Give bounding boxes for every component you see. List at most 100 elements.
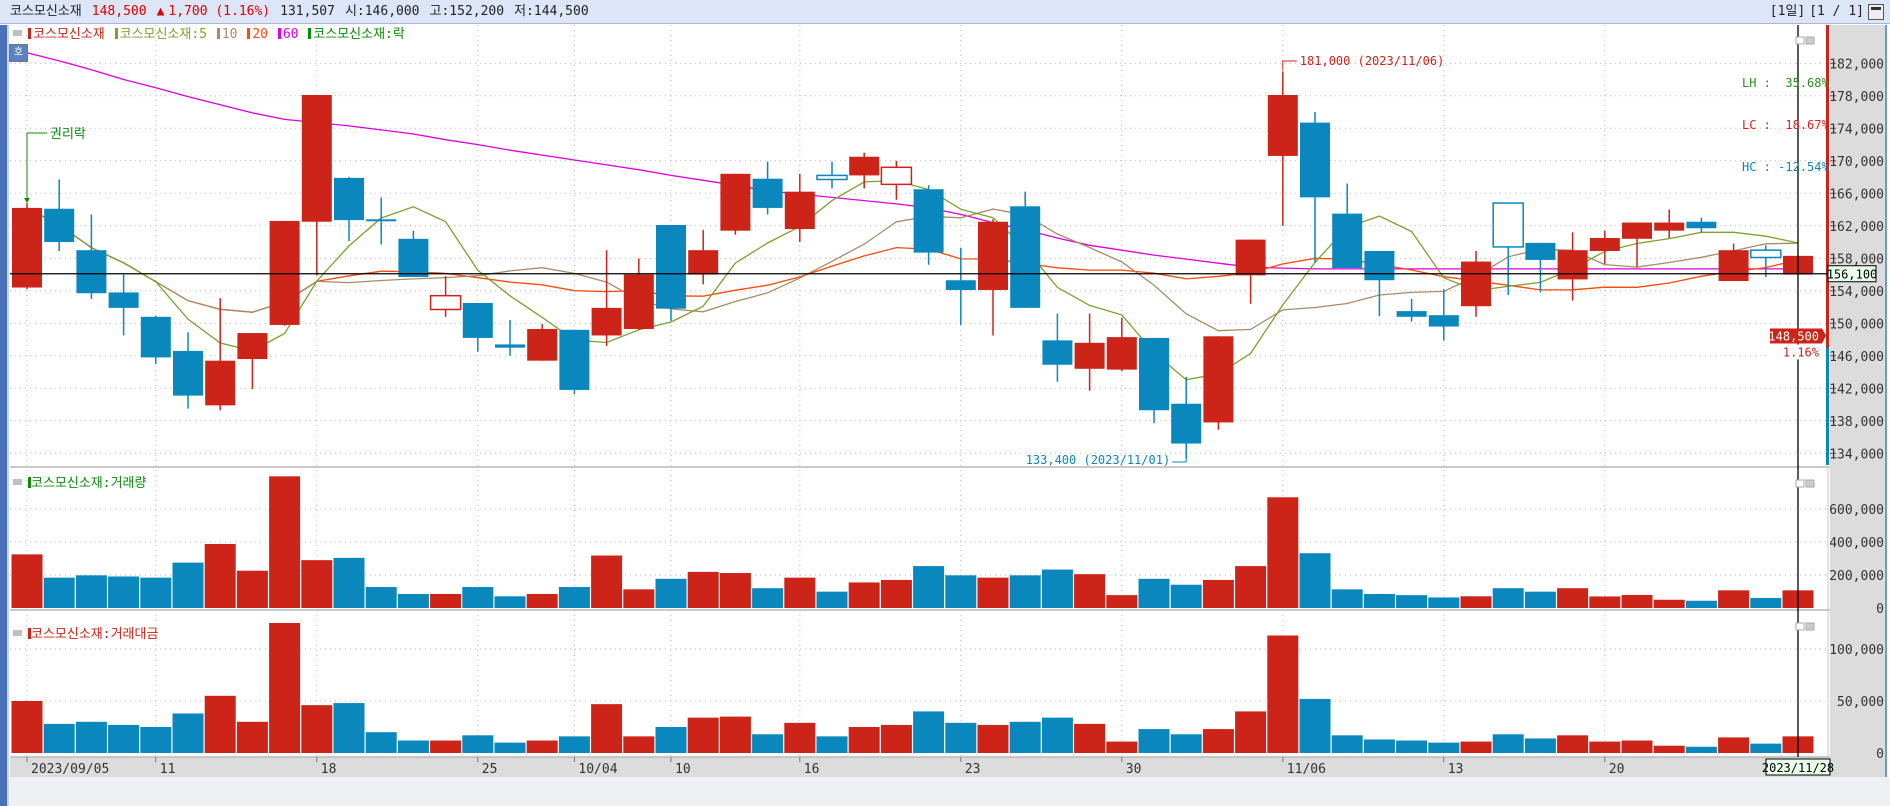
- amount-bar[interactable]: [784, 722, 816, 753]
- volume-bar[interactable]: [1492, 588, 1524, 608]
- candle-body[interactable]: [1171, 403, 1202, 444]
- amount-bar[interactable]: [1138, 729, 1170, 753]
- pane-close-icon[interactable]: [1805, 622, 1815, 631]
- volume-bar[interactable]: [1653, 599, 1685, 608]
- volume-bar[interactable]: [1041, 569, 1073, 608]
- amount-bar[interactable]: [591, 704, 623, 753]
- candle-body[interactable]: [1622, 222, 1652, 239]
- amount-bar[interactable]: [43, 723, 75, 753]
- amount-bar[interactable]: [1202, 729, 1234, 753]
- candle-body[interactable]: [849, 156, 880, 176]
- amount-bar[interactable]: [1170, 734, 1202, 753]
- legend-ma5[interactable]: 코스모신소재:5: [119, 27, 208, 42]
- volume-bar[interactable]: [1589, 596, 1621, 608]
- quote-button[interactable]: 호: [9, 44, 28, 62]
- candle-body[interactable]: [559, 329, 590, 390]
- amount-bar[interactable]: [848, 727, 880, 753]
- amount-bar[interactable]: [1653, 745, 1685, 753]
- volume-bar[interactable]: [1750, 597, 1782, 608]
- legend-ma10[interactable]: 10: [221, 27, 238, 42]
- candle-body[interactable]: [656, 224, 686, 309]
- pane-close-icon[interactable]: [1805, 479, 1815, 488]
- candle-body[interactable]: [1074, 342, 1105, 369]
- amount-bar[interactable]: [1396, 740, 1428, 753]
- amount-bar[interactable]: [687, 717, 719, 753]
- candle-body[interactable]: [269, 220, 300, 325]
- volume-bar[interactable]: [1170, 584, 1202, 608]
- volume-bar[interactable]: [816, 591, 848, 608]
- candle-body[interactable]: [1525, 242, 1556, 260]
- volume-bar[interactable]: [977, 577, 1009, 608]
- amount-bar[interactable]: [558, 736, 590, 753]
- volume-pane-menu-button[interactable]: [13, 479, 22, 485]
- volume-bar[interactable]: [43, 577, 75, 608]
- candle-body[interactable]: [1750, 249, 1782, 259]
- volume-bar[interactable]: [1363, 593, 1395, 608]
- volume-bar[interactable]: [172, 562, 204, 608]
- candle-body[interactable]: [205, 360, 236, 406]
- amount-bar[interactable]: [1299, 698, 1331, 753]
- candle-body[interactable]: [1461, 261, 1491, 307]
- candle-body[interactable]: [1686, 221, 1717, 229]
- volume-bar[interactable]: [945, 575, 977, 608]
- amount-bar[interactable]: [1621, 740, 1653, 753]
- candle-body[interactable]: [12, 207, 42, 288]
- amount-bar[interactable]: [1428, 742, 1460, 753]
- volume-bar[interactable]: [1009, 575, 1041, 608]
- candle-body[interactable]: [301, 94, 332, 222]
- candle-body[interactable]: [140, 316, 171, 358]
- amount-bar[interactable]: [301, 705, 333, 753]
- volume-legend[interactable]: 코스모신소재:거래량: [31, 476, 147, 491]
- amount-pane-menu-button[interactable]: [13, 630, 22, 636]
- volume-bar[interactable]: [1524, 591, 1556, 608]
- amount-bar[interactable]: [269, 623, 301, 753]
- volume-bar[interactable]: [687, 571, 719, 608]
- volume-bar[interactable]: [269, 476, 301, 608]
- candle-body[interactable]: [1396, 311, 1427, 317]
- window-maximize-icon[interactable]: [1868, 3, 1884, 20]
- amount-bar[interactable]: [365, 732, 397, 753]
- volume-bar[interactable]: [1557, 588, 1589, 608]
- volume-bar[interactable]: [462, 587, 494, 608]
- candle-body[interactable]: [1300, 122, 1330, 198]
- amount-bar[interactable]: [1750, 743, 1782, 753]
- candle-body[interactable]: [1139, 337, 1169, 411]
- amount-bar[interactable]: [1589, 741, 1621, 753]
- candle-body[interactable]: [1235, 239, 1266, 276]
- candle-body[interactable]: [591, 307, 622, 336]
- volume-bar[interactable]: [752, 588, 784, 608]
- candle-body[interactable]: [398, 238, 429, 277]
- pane-minimize-icon[interactable]: [1795, 479, 1805, 488]
- volume-bar[interactable]: [784, 577, 816, 608]
- amount-bar[interactable]: [75, 721, 107, 753]
- legend-price[interactable]: 코스모신소재: [33, 27, 105, 42]
- amount-bar[interactable]: [462, 735, 494, 753]
- volume-bar[interactable]: [140, 577, 172, 608]
- page-indicator[interactable]: [1 / 1]: [1809, 3, 1864, 19]
- legend-ma20[interactable]: 20: [252, 27, 268, 42]
- pane-minimize-icon[interactable]: [1795, 622, 1805, 631]
- amount-bar[interactable]: [1009, 721, 1041, 753]
- volume-bar[interactable]: [1685, 600, 1717, 608]
- volume-bar[interactable]: [623, 589, 655, 608]
- volume-bar[interactable]: [1460, 596, 1492, 608]
- candle-body[interactable]: [366, 219, 397, 222]
- amount-bar[interactable]: [108, 724, 140, 753]
- volume-bar[interactable]: [1299, 553, 1331, 608]
- candle-body[interactable]: [429, 294, 462, 311]
- candle-body[interactable]: [1106, 337, 1137, 370]
- volume-bar[interactable]: [1202, 579, 1234, 608]
- candle-body[interactable]: [720, 173, 751, 231]
- candle-body[interactable]: [688, 250, 719, 275]
- symbol-name[interactable]: 코스모신소재: [10, 3, 82, 19]
- pane-close-icon[interactable]: [1805, 36, 1815, 45]
- candle-body[interactable]: [108, 292, 139, 308]
- candle-body[interactable]: [784, 191, 815, 230]
- candle-body[interactable]: [752, 178, 783, 208]
- volume-bar[interactable]: [880, 579, 912, 608]
- amount-bar[interactable]: [752, 734, 784, 753]
- amount-bar[interactable]: [333, 703, 365, 753]
- amount-bar[interactable]: [1557, 735, 1589, 753]
- volume-bar[interactable]: [204, 543, 236, 608]
- candle-body[interactable]: [1203, 336, 1234, 423]
